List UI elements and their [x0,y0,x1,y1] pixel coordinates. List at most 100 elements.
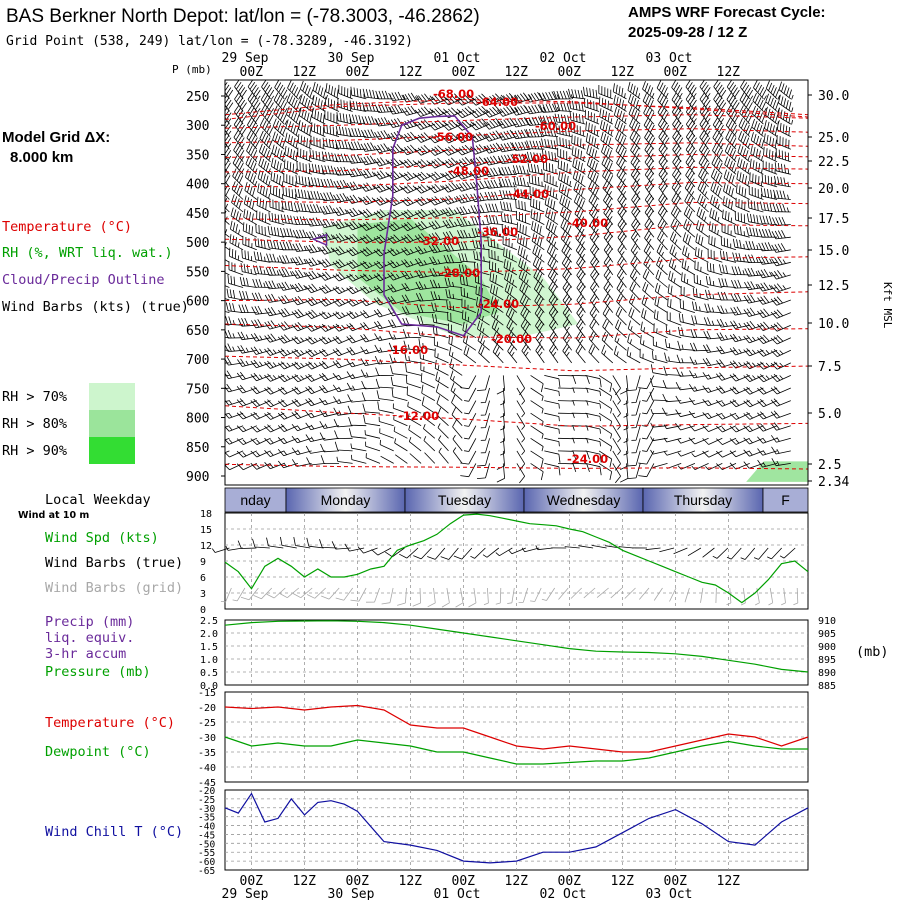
wind-barb [378,416,394,427]
wind-barb [324,96,340,112]
wind-barb [575,242,586,263]
wind-barb [305,398,326,407]
wind-barb [631,425,641,441]
surface-wind-barb [440,547,459,560]
pressure-tick-label: 900 [818,642,836,653]
wind-barb [285,119,299,137]
wind-barb [280,214,298,225]
wind-barb [246,130,260,150]
wind-barb [388,91,408,101]
wind-barb [277,321,299,331]
wind-barb [743,335,764,344]
wind-barb [387,158,408,168]
wind-barb [773,189,791,200]
wind-barb [749,172,764,188]
wind-barb [614,332,627,351]
wind-barb [402,329,422,339]
wind-barb [291,361,312,370]
wind-barb [568,100,586,112]
wind-barb [405,363,422,376]
wind-barb [629,130,641,150]
wind-barb [489,272,504,288]
wind-barb [568,88,586,100]
wind-barb [387,272,408,281]
wind-barb [256,210,271,225]
wind-barb [712,117,724,137]
wind-barb [679,299,696,313]
wind-barb [360,358,381,366]
wind-barb [264,293,285,303]
weekday-cell [285,487,406,513]
wind-barb [658,192,668,213]
kft-msl-label: Kft MSL [881,282,894,329]
wind-barb [312,95,326,112]
wind-barb [644,192,655,213]
time-tick-label: 00Z [346,65,370,80]
wind-barb [491,307,504,326]
wind-barb [641,308,655,326]
pressure-panel: 2.5 2.0 1.5 1.0 0.5 0.0 910 905 900 895 890 885 [200,616,836,692]
wind-barb [688,424,709,432]
wind-barb [267,225,285,238]
wind-barb [688,383,709,392]
date-label: 01 Oct [434,887,481,900]
wind-barb [516,425,526,443]
wind-barb [663,437,682,443]
wind-barb [291,424,312,432]
wind-barb [757,268,778,279]
wind-barb [415,281,435,290]
surface-grid-wind-barb [715,587,717,604]
wind-barb [644,129,656,150]
surface-grid-wind-barb [669,587,677,602]
wind-barb [401,271,422,280]
surface-wind-barb [702,547,715,558]
wind-barb [284,145,299,163]
date-label: 03 Oct [646,887,693,900]
wind-barb [456,193,476,204]
wind-barb [319,420,340,429]
wind-barb [518,257,531,276]
wind-barb [516,412,526,430]
surface-grid-wind-barb [397,587,407,606]
wind-barb [474,262,490,276]
wind-barb [571,375,590,385]
wind-barb [638,375,655,390]
wind-barb [414,145,435,156]
wind-barb [556,136,572,150]
wind-barb [346,207,367,218]
wind-barb [576,280,586,301]
wind-barb [743,373,764,382]
wind-barb [225,272,230,276]
wind-barb [770,309,791,319]
temperature-contour-15 [225,463,808,470]
legend-wind-10m: Wind at 10 m [18,510,89,521]
wind-barb [261,80,275,100]
wind-barb [616,280,627,301]
wind-barb [585,133,600,150]
wind-barb [273,92,288,113]
legend-rh70: RH > 70% [2,389,67,405]
wind-barb [731,266,750,276]
wind-barb [241,249,257,263]
wind-barb [332,233,353,243]
wind-barb [629,281,641,301]
weekday-cell [523,487,644,513]
wind-barb [442,145,463,156]
height-tick-label: 17.5 [818,212,849,227]
wind-barb [544,450,561,463]
wind-barb [776,134,791,150]
wind-barb [360,310,381,319]
wind-barb [319,218,340,228]
legend-windchill: Wind Chill T (°C) [45,824,183,840]
wind-barb [513,176,531,188]
wind-barb [753,80,767,100]
surface-grid-wind-barb [350,587,367,602]
wind-barb [740,80,754,100]
wind-barb [480,400,490,416]
wind-barb [332,372,353,381]
wind-barb [762,160,778,175]
wind-barb [394,454,408,464]
surface-grid-wind-barb [468,587,477,608]
wind-barb [476,375,490,391]
wind-barb [236,450,257,458]
